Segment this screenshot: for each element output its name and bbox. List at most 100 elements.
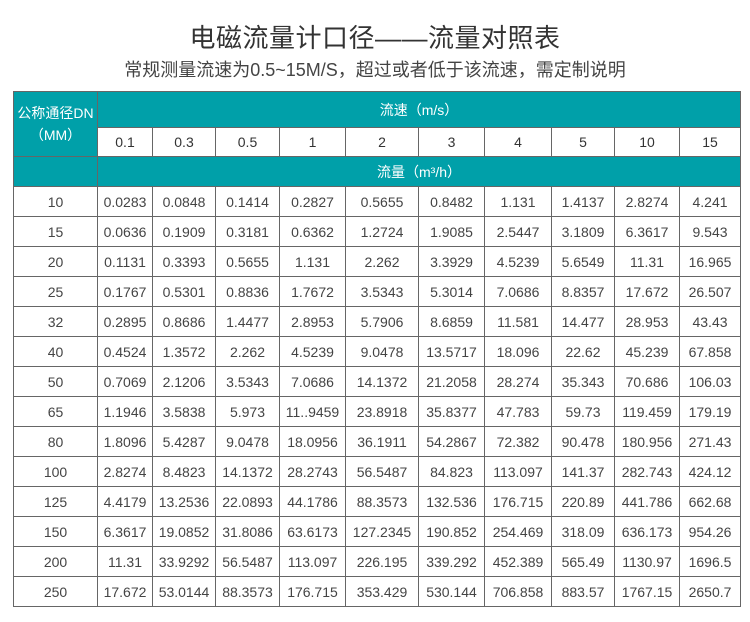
flow-cell: 33.9292 xyxy=(152,546,216,577)
flow-cell: 706.858 xyxy=(484,576,552,607)
dn-cell: 32 xyxy=(13,306,98,337)
flow-cell: 7.0686 xyxy=(279,366,346,397)
flow-cell: 47.783 xyxy=(484,396,552,427)
velocity-cell: 1 xyxy=(279,127,346,157)
flow-cell: 0.1909 xyxy=(152,216,216,247)
table-row: 65 1.1946 3.5838 5.973 11..9459 23.8918 35.837… xyxy=(13,396,742,427)
flow-cell: 220.89 xyxy=(551,486,615,517)
flow-cell: 1.131 xyxy=(279,246,346,277)
dn-cell: 50 xyxy=(13,366,98,397)
flow-cell: 424.12 xyxy=(678,456,742,487)
flow-cell: 1.9085 xyxy=(418,216,485,247)
flow-cell: 0.5301 xyxy=(152,276,216,307)
flow-cell: 132.536 xyxy=(418,486,485,517)
flow-cell: 180.956 xyxy=(614,426,680,457)
velocity-cell: 10 xyxy=(614,127,680,157)
table-row: 20 0.1131 0.3393 0.5655 1.131 2.262 3.3929 4.52… xyxy=(13,246,742,277)
dn-cell: 100 xyxy=(13,456,98,487)
flow-cell: 18.096 xyxy=(484,336,552,367)
table-row: 40 0.4524 1.3572 2.262 4.5239 9.0478 13.5717 18… xyxy=(13,336,742,367)
flow-cell: 0.8836 xyxy=(215,276,280,307)
dn-header-line2: （MM） xyxy=(29,127,82,143)
flow-cell: 2650.7 xyxy=(678,576,742,607)
flow-cell: 0.4524 xyxy=(97,336,153,367)
flow-cell: 0.1414 xyxy=(215,186,280,217)
flow-cell: 1.1946 xyxy=(97,396,153,427)
flow-cell: 67.858 xyxy=(678,336,742,367)
flow-cell: 17.672 xyxy=(97,576,153,607)
velocity-cell: 0.3 xyxy=(152,127,216,157)
velocity-cell: 0.5 xyxy=(215,127,280,157)
flow-cell: 45.239 xyxy=(614,336,680,367)
flow-cell: 5.7906 xyxy=(345,306,419,337)
flow-cell: 11.581 xyxy=(484,306,552,337)
flow-cell: 954.26 xyxy=(678,516,742,547)
flow-cell: 4.4179 xyxy=(97,486,153,517)
flow-cell: 1.4137 xyxy=(551,186,615,217)
flow-cell: 2.8274 xyxy=(97,456,153,487)
table-row: 80 1.8096 5.4287 9.0478 18.0956 36.1911 54.286… xyxy=(13,426,742,457)
flow-cell: 1.3572 xyxy=(152,336,216,367)
flow-cell: 1767.15 xyxy=(614,576,680,607)
flow-cell: 662.68 xyxy=(678,486,742,517)
velocity-cell: 2 xyxy=(345,127,419,157)
flow-cell: 353.429 xyxy=(345,576,419,607)
flow-cell: 11.31 xyxy=(97,546,153,577)
flow-cell: 44.1786 xyxy=(279,486,346,517)
flow-cell: 0.7069 xyxy=(97,366,153,397)
dn-cell: 80 xyxy=(13,426,98,457)
flow-cell: 88.3573 xyxy=(215,576,280,607)
table-row: 10 0.0283 0.0848 0.1414 0.2827 0.5655 0.8482 1.… xyxy=(13,186,742,217)
flow-cell: 3.1809 xyxy=(551,216,615,247)
flow-cell: 113.097 xyxy=(484,456,552,487)
flow-cell: 8.4823 xyxy=(152,456,216,487)
flow-cell: 0.1131 xyxy=(97,246,153,277)
flow-cell: 8.6859 xyxy=(418,306,485,337)
flow-cell: 441.786 xyxy=(614,486,680,517)
flow-cell: 3.5838 xyxy=(152,396,216,427)
flow-cell: 530.144 xyxy=(418,576,485,607)
flow-cell: 88.3573 xyxy=(345,486,419,517)
flow-cell: 16.965 xyxy=(678,246,742,277)
velocity-cell: 5 xyxy=(551,127,615,157)
flow-cell: 13.5717 xyxy=(418,336,485,367)
flow-cell: 54.2867 xyxy=(418,426,485,457)
flow-cell: 56.5487 xyxy=(215,546,280,577)
flow-cell: 2.5447 xyxy=(484,216,552,247)
flow-cell: 2.262 xyxy=(215,336,280,367)
flow-cell: 3.5343 xyxy=(345,276,419,307)
flow-cell: 127.2345 xyxy=(345,516,419,547)
flow-cell: 19.0852 xyxy=(152,516,216,547)
flow-cell: 1.8096 xyxy=(97,426,153,457)
flow-cell: 0.5655 xyxy=(215,246,280,277)
flow-cell: 1.7672 xyxy=(279,276,346,307)
flow-cell: 4.5239 xyxy=(279,336,346,367)
flow-cell: 141.37 xyxy=(551,456,615,487)
flow-cell: 119.459 xyxy=(614,396,680,427)
flow-cell: 84.823 xyxy=(418,456,485,487)
velocity-cell: 3 xyxy=(418,127,485,157)
flow-cell: 28.274 xyxy=(484,366,552,397)
flow-cell: 22.0893 xyxy=(215,486,280,517)
table-row: 200 11.31 33.9292 56.5487 113.097 226.195 339.… xyxy=(13,546,742,577)
flow-cell: 9.0478 xyxy=(345,336,419,367)
dn-cell: 200 xyxy=(13,546,98,577)
flow-cell: 53.0144 xyxy=(152,576,216,607)
flow-cell: 14.1372 xyxy=(345,366,419,397)
flow-cell: 106.03 xyxy=(678,366,742,397)
flow-cell: 0.6362 xyxy=(279,216,346,247)
flow-cell: 5.3014 xyxy=(418,276,485,307)
flow-cell: 59.73 xyxy=(551,396,615,427)
flow-cell: 2.8274 xyxy=(614,186,680,217)
dn-cell: 20 xyxy=(13,246,98,277)
flow-cell: 8.8357 xyxy=(551,276,615,307)
flow-cell: 0.1767 xyxy=(97,276,153,307)
table-row: 250 17.672 53.0144 88.3573 176.715 353.429 530… xyxy=(13,576,742,607)
flow-cell: 2.8953 xyxy=(279,306,346,337)
velocity-values-row: 0.1 0.3 0.5 1 2 3 4 5 10 15 xyxy=(14,127,742,157)
flow-cell: 21.2058 xyxy=(418,366,485,397)
flow-cell: 4.5239 xyxy=(484,246,552,277)
flow-cell: 0.5655 xyxy=(345,186,419,217)
flow-cell: 1.4477 xyxy=(215,306,280,337)
flow-cell: 3.5343 xyxy=(215,366,280,397)
